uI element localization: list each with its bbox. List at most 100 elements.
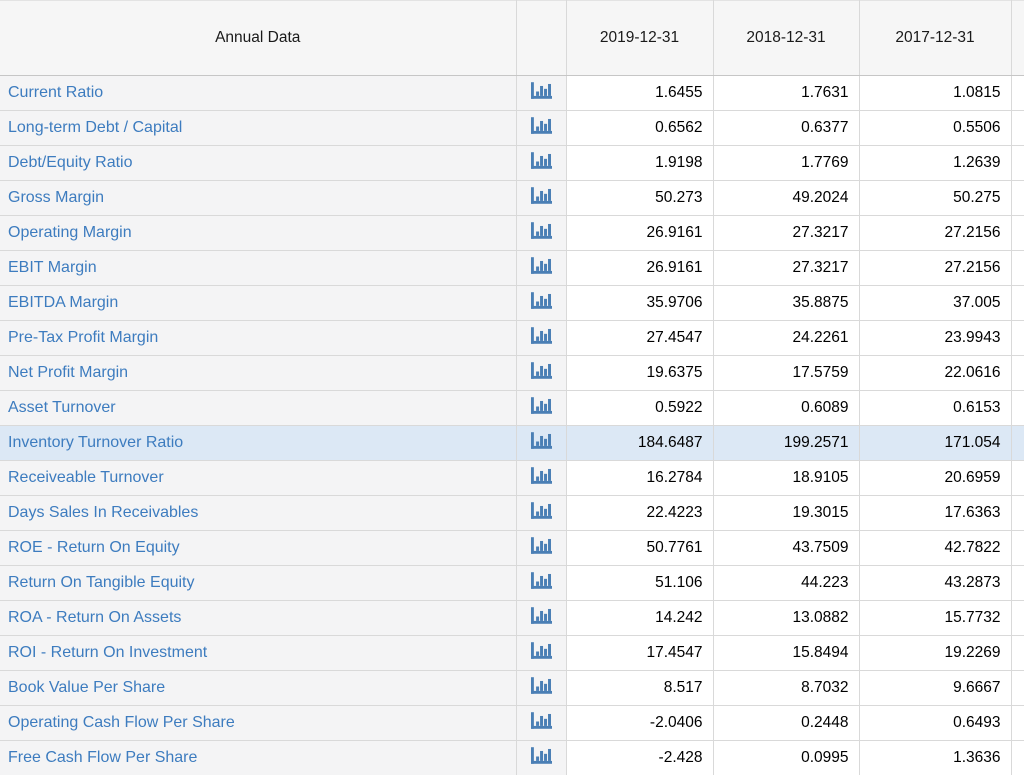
chart-button[interactable] (530, 327, 552, 344)
chart-icon-cell (515, 320, 567, 356)
chart-button[interactable] (530, 677, 552, 694)
value-cell: 50.7761 (565, 530, 714, 566)
chart-icon-cell (515, 75, 567, 111)
chart-icon-cell (515, 285, 567, 321)
chart-button[interactable] (530, 187, 552, 204)
table-row: Receiveable Turnover (0, 460, 1024, 496)
metric-label-cell: Current Ratio (0, 75, 517, 111)
value-cell: 1.3636 (858, 740, 1012, 775)
metric-label-cell: Free Cash Flow Per Share (0, 740, 517, 775)
column-header-date-1: 2019-12-31 (565, 0, 714, 76)
metric-link[interactable]: Pre-Tax Profit Margin (8, 329, 159, 346)
bar-chart-icon (530, 607, 552, 628)
value-cell: 1.7769 (712, 145, 860, 181)
table-row: Days Sales In Receivables (0, 495, 1024, 531)
value-cell: 13.0882 (712, 600, 860, 636)
value-cell: 9.6667 (858, 670, 1012, 706)
value-cell: 0.5506 (858, 110, 1012, 146)
chart-icon-cell (515, 215, 567, 251)
partial-column-stub (1010, 740, 1024, 775)
chart-button[interactable] (530, 502, 552, 519)
metric-label-cell: Receiveable Turnover (0, 460, 517, 496)
value-cell: 27.2156 (858, 250, 1012, 286)
partial-column-stub (1010, 250, 1024, 286)
table-row: EBITDA Margin (0, 285, 1024, 321)
chart-button[interactable] (530, 292, 552, 309)
chart-button[interactable] (530, 222, 552, 239)
metric-link[interactable]: Asset Turnover (8, 399, 116, 416)
value-cell: 1.0815 (858, 75, 1012, 111)
metric-link[interactable]: Days Sales In Receivables (8, 504, 199, 521)
chart-button[interactable] (530, 152, 552, 169)
value-cell: 1.2639 (858, 145, 1012, 181)
value-cell: 14.242 (565, 600, 714, 636)
metric-link[interactable]: Current Ratio (8, 84, 104, 101)
value-cell: 49.2024 (712, 180, 860, 216)
partial-column-stub (1010, 110, 1024, 146)
chart-button[interactable] (530, 572, 552, 589)
value-cell: 42.7822 (858, 530, 1012, 566)
metric-link[interactable]: Book Value Per Share (8, 679, 166, 696)
metric-link[interactable]: ROA - Return On Assets (8, 609, 182, 626)
metric-link[interactable]: Operating Cash Flow Per Share (8, 714, 235, 731)
metric-label-cell: Long-term Debt / Capital (0, 110, 517, 146)
metric-label-cell: Net Profit Margin (0, 355, 517, 391)
value-cell: 0.6089 (712, 390, 860, 426)
metric-link[interactable]: ROI - Return On Investment (8, 644, 208, 661)
partial-column-stub (1010, 425, 1024, 461)
value-cell: 51.106 (565, 565, 714, 601)
value-cell: 20.6959 (858, 460, 1012, 496)
metric-link[interactable]: ROE - Return On Equity (8, 539, 180, 556)
metric-link[interactable]: Long-term Debt / Capital (8, 119, 183, 136)
metric-label-cell: EBIT Margin (0, 250, 517, 286)
partial-column-header (1010, 0, 1024, 76)
chart-button[interactable] (530, 397, 552, 414)
value-cell: -2.0406 (565, 705, 714, 741)
value-cell: 17.5759 (712, 355, 860, 391)
chart-button[interactable] (530, 747, 552, 764)
partial-column-stub (1010, 495, 1024, 531)
chart-button[interactable] (530, 712, 552, 729)
value-cell: 0.6153 (858, 390, 1012, 426)
table-row: Book Value Per Share (0, 670, 1024, 706)
table-row: ROA - Return On Assets (0, 600, 1024, 636)
value-cell: 35.8875 (712, 285, 860, 321)
chart-icon-cell (515, 110, 567, 146)
chart-button[interactable] (530, 537, 552, 554)
partial-column-stub (1010, 180, 1024, 216)
metric-link[interactable]: Gross Margin (8, 189, 105, 206)
table-header: Annual Data 2019-12-31 2018-12-31 2017-1… (0, 0, 1024, 76)
metric-link[interactable]: Operating Margin (8, 224, 132, 241)
metric-link[interactable]: Debt/Equity Ratio (8, 154, 133, 171)
metric-link[interactable]: Receiveable Turnover (8, 469, 164, 486)
chart-button[interactable] (530, 607, 552, 624)
value-cell: 8.7032 (712, 670, 860, 706)
table-body: Current Ratio (0, 75, 1024, 775)
chart-button[interactable] (530, 432, 552, 449)
chart-button[interactable] (530, 257, 552, 274)
bar-chart-icon (530, 397, 552, 418)
bar-chart-icon (530, 572, 552, 593)
value-cell: 0.6493 (858, 705, 1012, 741)
table-row: Long-term Debt / Capital (0, 110, 1024, 146)
value-cell: 44.223 (712, 565, 860, 601)
chart-button[interactable] (530, 117, 552, 134)
chart-button[interactable] (530, 467, 552, 484)
chart-button[interactable] (530, 642, 552, 659)
value-cell: 199.2571 (712, 425, 860, 461)
metric-link[interactable]: EBIT Margin (8, 259, 97, 276)
chart-button[interactable] (530, 82, 552, 99)
table-row: Current Ratio (0, 75, 1024, 111)
value-cell: 184.6487 (565, 425, 714, 461)
metric-link[interactable]: Inventory Turnover Ratio (8, 434, 184, 451)
table-row: Debt/Equity Ratio (0, 145, 1024, 181)
chart-icon-cell (515, 600, 567, 636)
bar-chart-icon (530, 327, 552, 348)
metric-link[interactable]: EBITDA Margin (8, 294, 119, 311)
metric-link[interactable]: Return On Tangible Equity (8, 574, 195, 591)
table-row: Operating Margin (0, 215, 1024, 251)
metric-link[interactable]: Net Profit Margin (8, 364, 129, 381)
metric-link[interactable]: Free Cash Flow Per Share (8, 749, 198, 766)
chart-button[interactable] (530, 362, 552, 379)
value-cell: 27.4547 (565, 320, 714, 356)
